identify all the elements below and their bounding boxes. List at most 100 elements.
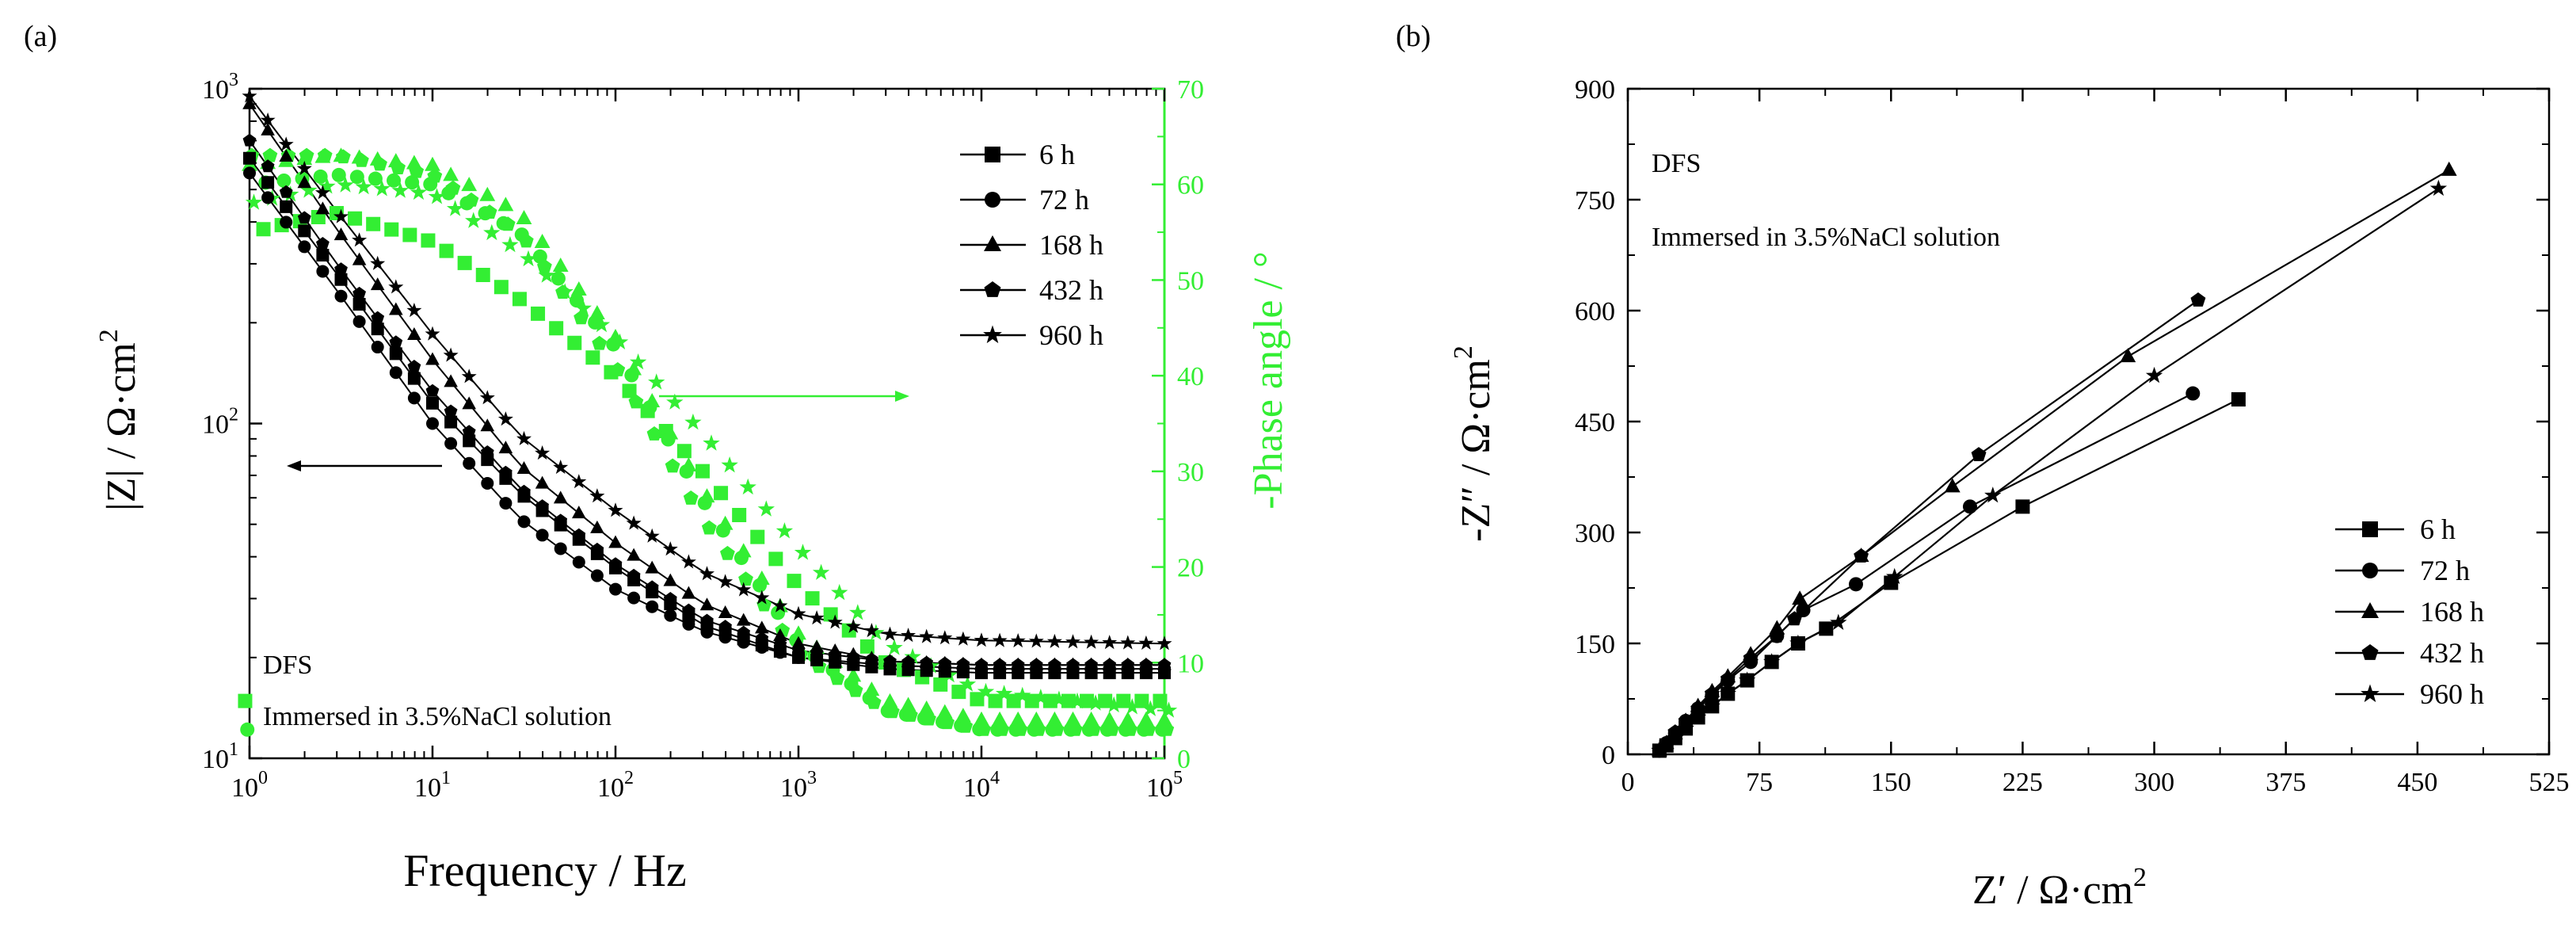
nyquist-marker [1848, 577, 1863, 592]
modulus-marker [1048, 658, 1061, 671]
modulus-marker [938, 656, 952, 670]
phase-marker [904, 647, 921, 665]
modulus-marker [828, 647, 842, 661]
phase-marker [331, 167, 346, 182]
nyquist-marker [1944, 478, 1961, 493]
modulus-marker [352, 297, 366, 311]
phase-marker [988, 693, 1003, 708]
nyquist-marker [2441, 161, 2457, 176]
x-tick-label: 0 [1621, 768, 1635, 797]
phase-marker [1153, 693, 1168, 708]
modulus-marker [406, 303, 422, 318]
modulus-marker [1102, 635, 1118, 650]
phase-marker [372, 156, 387, 171]
modulus-marker [243, 166, 256, 180]
phase-marker [787, 574, 802, 589]
phase-marker [387, 173, 402, 188]
y-left-tick-label: 102 [202, 405, 238, 440]
modulus-marker [737, 625, 751, 639]
nyquist-marker [1667, 729, 1684, 746]
modulus-marker [314, 185, 330, 200]
modulus-marker [296, 160, 312, 175]
nyquist-marker [1677, 719, 1694, 736]
modulus-marker [791, 605, 806, 620]
modulus-marker [571, 474, 587, 489]
panel-a-axes: 100 101 102 103 104 1051011021030102030405060… [202, 70, 1204, 803]
x-tick-label-base: 10 [963, 773, 990, 803]
modulus-marker [773, 637, 787, 651]
panel-a-left-axis-title: |Z| / Ω·cm2 [94, 329, 144, 511]
modulus-marker [535, 529, 549, 542]
panel-a-x-axis-title: Frequency / Hz [403, 845, 687, 896]
y-tick-label: 450 [1575, 408, 1615, 437]
phase-marker [648, 373, 665, 390]
x-tick-label-exponent: 4 [990, 768, 1000, 788]
legend-label: 960 h [2420, 678, 2484, 710]
phase-marker [1119, 711, 1136, 726]
modulus-marker [426, 396, 439, 410]
legend-marker [985, 192, 1000, 208]
modulus-marker [627, 591, 641, 605]
phase-marker [318, 177, 336, 194]
nyquist-marker [2185, 386, 2201, 401]
phase-marker [570, 293, 585, 308]
left-axis-title-exponent: 2 [94, 329, 124, 342]
y-left-tick-label-exponent: 2 [229, 405, 238, 426]
phase-marker [574, 310, 589, 325]
nyquist-marker [1789, 634, 1807, 651]
phase-marker [695, 464, 710, 479]
modulus-marker [827, 614, 843, 629]
phase-marker [933, 677, 948, 692]
phase-marker [720, 545, 735, 560]
modulus-marker [553, 490, 568, 504]
phase-marker [461, 177, 478, 192]
y-tick-label: 900 [1575, 75, 1615, 105]
panel-b-y-axis-title-text: -Z″ / Ω·cm [1454, 359, 1499, 542]
phase-marker [1032, 689, 1050, 705]
modulus-marker [608, 502, 623, 517]
legend-label: 72 h [2420, 555, 2470, 586]
phase-marker [368, 171, 383, 186]
modulus-marker [627, 568, 641, 582]
phase-marker [592, 335, 608, 350]
modulus-marker [754, 590, 770, 605]
modulus-marker [389, 366, 402, 380]
phase-marker [1086, 721, 1101, 736]
legend-marker [984, 281, 1001, 297]
modulus-marker [1157, 658, 1172, 671]
modulus-marker [974, 658, 989, 671]
phase-marker [886, 639, 903, 655]
legend-label: 960 h [1039, 319, 1103, 351]
phase-marker [768, 551, 783, 567]
x-tick-label: 105 [1146, 768, 1183, 803]
phase-marker [849, 604, 867, 620]
x-tick-label-base: 10 [597, 773, 624, 803]
modulus-marker [497, 411, 513, 426]
modulus-marker [682, 603, 695, 616]
modulus-marker [1103, 658, 1117, 671]
legend-label: 72 h [1039, 184, 1089, 216]
x-tick-label-exponent: 3 [807, 768, 817, 788]
nyquist-marker [1854, 548, 1869, 563]
modulus-marker [316, 237, 330, 250]
phase-marker [1049, 721, 1065, 736]
phase-marker [976, 721, 992, 736]
phase-marker [1141, 700, 1160, 716]
phase-marker [425, 156, 440, 171]
modulus-marker [718, 574, 734, 589]
phase-marker [240, 722, 255, 737]
phase-marker [974, 711, 989, 726]
phase-marker [585, 350, 600, 365]
phase-marker [738, 571, 753, 586]
phase-marker [955, 708, 971, 723]
modulus-marker [242, 88, 257, 103]
modulus-marker [389, 335, 403, 349]
modulus-marker [992, 632, 1008, 647]
nyquist-marker [1651, 742, 1668, 758]
modulus-marker [279, 185, 293, 198]
phase-marker [410, 183, 428, 200]
phase-marker [1065, 711, 1081, 726]
phase-marker [866, 694, 882, 709]
legend-marker [985, 147, 1000, 162]
phase-marker [479, 186, 496, 201]
